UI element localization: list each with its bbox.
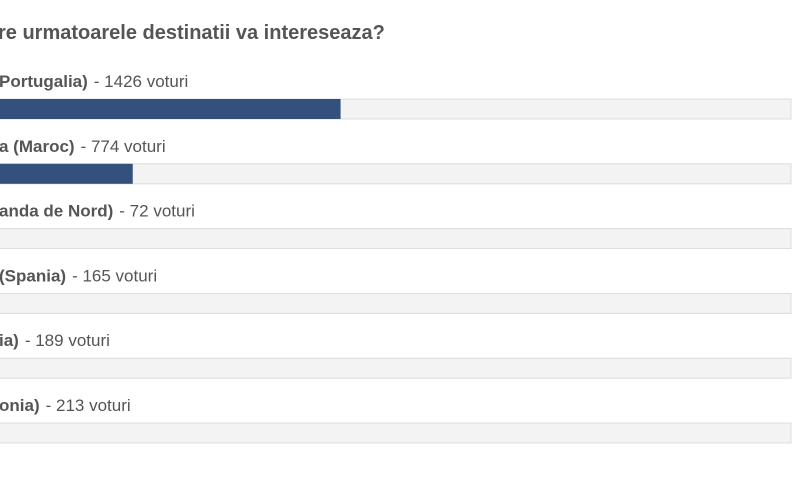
option-label: ia) - 189 voturi (0, 331, 110, 350)
option-votes: - 213 voturi (46, 396, 131, 415)
option-label: (Spania) - 165 voturi (0, 266, 157, 285)
option-name: Portugalia) (0, 72, 88, 91)
option-votes: - 165 voturi (72, 266, 157, 285)
option-name: a (Maroc) (0, 137, 75, 156)
option-votes: - 1426 voturi (94, 72, 189, 91)
option-label: a (Maroc) - 774 voturi (0, 137, 166, 156)
poll-title: re urmatoarele destinatii va intereseaza… (0, 22, 385, 44)
option-label: anda de Nord) - 72 voturi (0, 202, 195, 221)
bar (0, 99, 341, 119)
bar (0, 163, 133, 184)
option-votes: - 72 voturi (119, 202, 195, 221)
option-votes: - 774 voturi (81, 137, 166, 156)
option-votes: - 189 voturi (25, 331, 110, 350)
bar-track (0, 357, 792, 379)
option-name: (Spania) (0, 266, 66, 285)
option-label: Portugalia) - 1426 voturi (0, 72, 188, 91)
bar-track (0, 422, 792, 444)
option-name: ia) (0, 331, 19, 350)
bar-track (0, 228, 792, 250)
bar-track (0, 163, 792, 185)
bar-track (0, 292, 792, 314)
option-name: onia) (0, 396, 40, 415)
option-label: onia) - 213 voturi (0, 396, 131, 415)
option-name: anda de Nord) (0, 202, 113, 221)
